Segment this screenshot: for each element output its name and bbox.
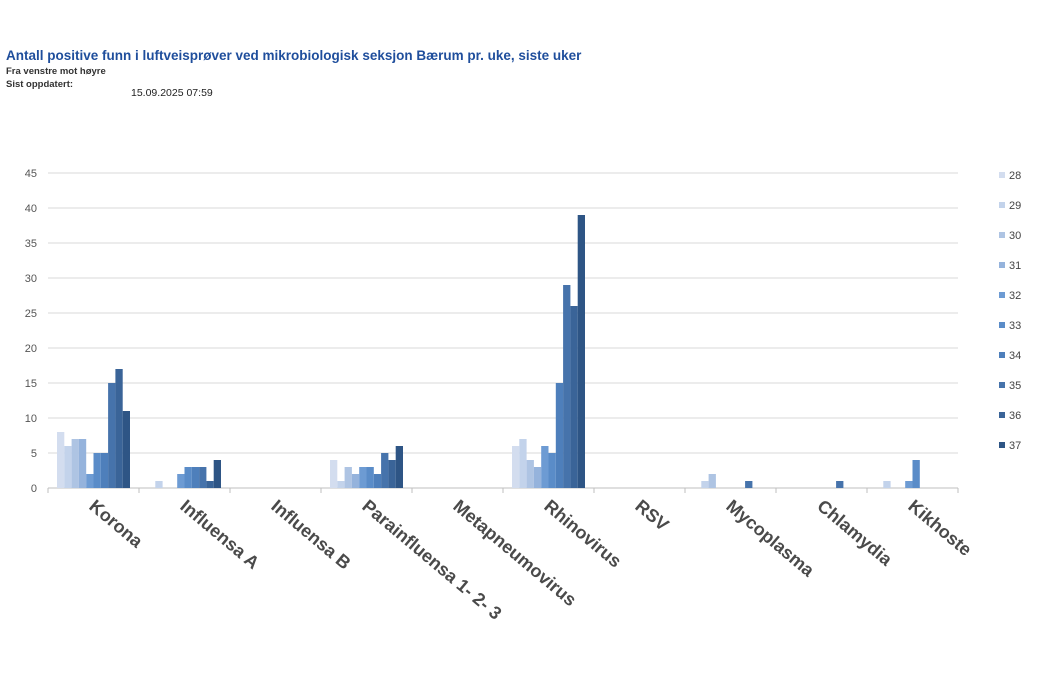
bar-35 (563, 285, 571, 488)
bar-32 (359, 467, 367, 488)
bar-28 (330, 460, 338, 488)
legend-label: 35 (1009, 380, 1021, 392)
bar-32 (905, 481, 913, 488)
category-label: Influensa B (267, 496, 354, 574)
bar-35 (199, 467, 207, 488)
bar-33 (93, 453, 101, 488)
legend-label: 32 (1009, 290, 1021, 302)
bar-35 (745, 481, 753, 488)
category-label: Rhinovirus (540, 496, 625, 572)
bar-37 (577, 215, 585, 488)
y-tick-label: 25 (25, 308, 37, 320)
last-updated-label: Sist oppdatert: (6, 79, 74, 90)
category-label: Kikhoste (904, 496, 975, 560)
legend-label: 29 (1009, 200, 1021, 212)
bar-32 (86, 474, 94, 488)
bar-33 (912, 460, 920, 488)
legend-label: 30 (1009, 230, 1021, 242)
y-tick-label: 35 (25, 238, 37, 250)
legend-swatch (999, 352, 1005, 358)
bar-35 (108, 383, 116, 488)
legend-label: 33 (1009, 320, 1021, 332)
bar-29 (701, 481, 709, 488)
bar-28 (512, 446, 520, 488)
category-label: Chlamydia (813, 496, 896, 570)
bar-34 (555, 383, 564, 488)
legend-label: 36 (1009, 410, 1021, 422)
chart-title: Antall positive funn i luftveisprøver ve… (6, 48, 582, 63)
bar-31 (78, 439, 87, 488)
bar-37 (213, 460, 221, 488)
bar-34 (100, 453, 109, 488)
bar-36 (570, 306, 578, 488)
category-label: Korona (85, 496, 147, 552)
bar-28 (57, 432, 65, 488)
bar-35 (836, 481, 844, 488)
y-tick-label: 10 (25, 413, 37, 425)
bar-29 (883, 481, 891, 488)
bar-30 (71, 439, 79, 488)
category-label: Influensa A (176, 496, 263, 573)
bar-33 (366, 467, 374, 488)
legend-swatch (999, 262, 1005, 268)
legend-swatch (999, 382, 1005, 388)
bar-30 (344, 467, 352, 488)
legend-swatch (999, 292, 1005, 298)
bar-36 (206, 481, 214, 488)
legend-swatch (999, 412, 1005, 418)
bar-31 (351, 474, 360, 488)
bar-33 (184, 467, 192, 488)
legend-swatch (999, 322, 1005, 328)
legend-swatch (999, 442, 1005, 448)
bar-37 (395, 446, 403, 488)
legend-swatch (999, 202, 1005, 208)
y-tick-label: 30 (25, 273, 37, 285)
bar-34 (373, 474, 382, 488)
legend-label: 34 (1009, 350, 1021, 362)
legend-swatch (999, 172, 1005, 178)
y-tick-label: 40 (25, 203, 37, 215)
legend-label: 28 (1009, 170, 1021, 182)
bar-29 (337, 481, 345, 488)
bar-29 (155, 481, 163, 488)
y-tick-label: 20 (25, 343, 37, 355)
y-tick-label: 0 (31, 483, 37, 495)
bar-36 (115, 369, 123, 488)
y-tick-label: 45 (25, 168, 37, 180)
y-tick-label: 5 (31, 448, 37, 460)
category-label: Mycoplasma (722, 496, 818, 581)
legend-label: 37 (1009, 440, 1021, 452)
legend-label: 31 (1009, 260, 1021, 272)
y-tick-label: 15 (25, 378, 37, 390)
bar-36 (388, 460, 396, 488)
last-updated-value: 15.09.2025 07:59 (131, 87, 213, 99)
bar-35 (381, 453, 389, 488)
category-label: RSV (631, 496, 672, 535)
legend-swatch (999, 232, 1005, 238)
bar-33 (548, 453, 556, 488)
bar-30 (708, 474, 716, 488)
bar-31 (533, 467, 542, 488)
bar-32 (177, 474, 185, 488)
bar-37 (122, 411, 130, 488)
bar-34 (191, 467, 200, 488)
bar-32 (541, 446, 549, 488)
bar-30 (526, 460, 534, 488)
chart-subtitle: Fra venstre mot høyre (6, 66, 106, 77)
bar-29 (519, 439, 527, 488)
bar-29 (64, 446, 72, 488)
